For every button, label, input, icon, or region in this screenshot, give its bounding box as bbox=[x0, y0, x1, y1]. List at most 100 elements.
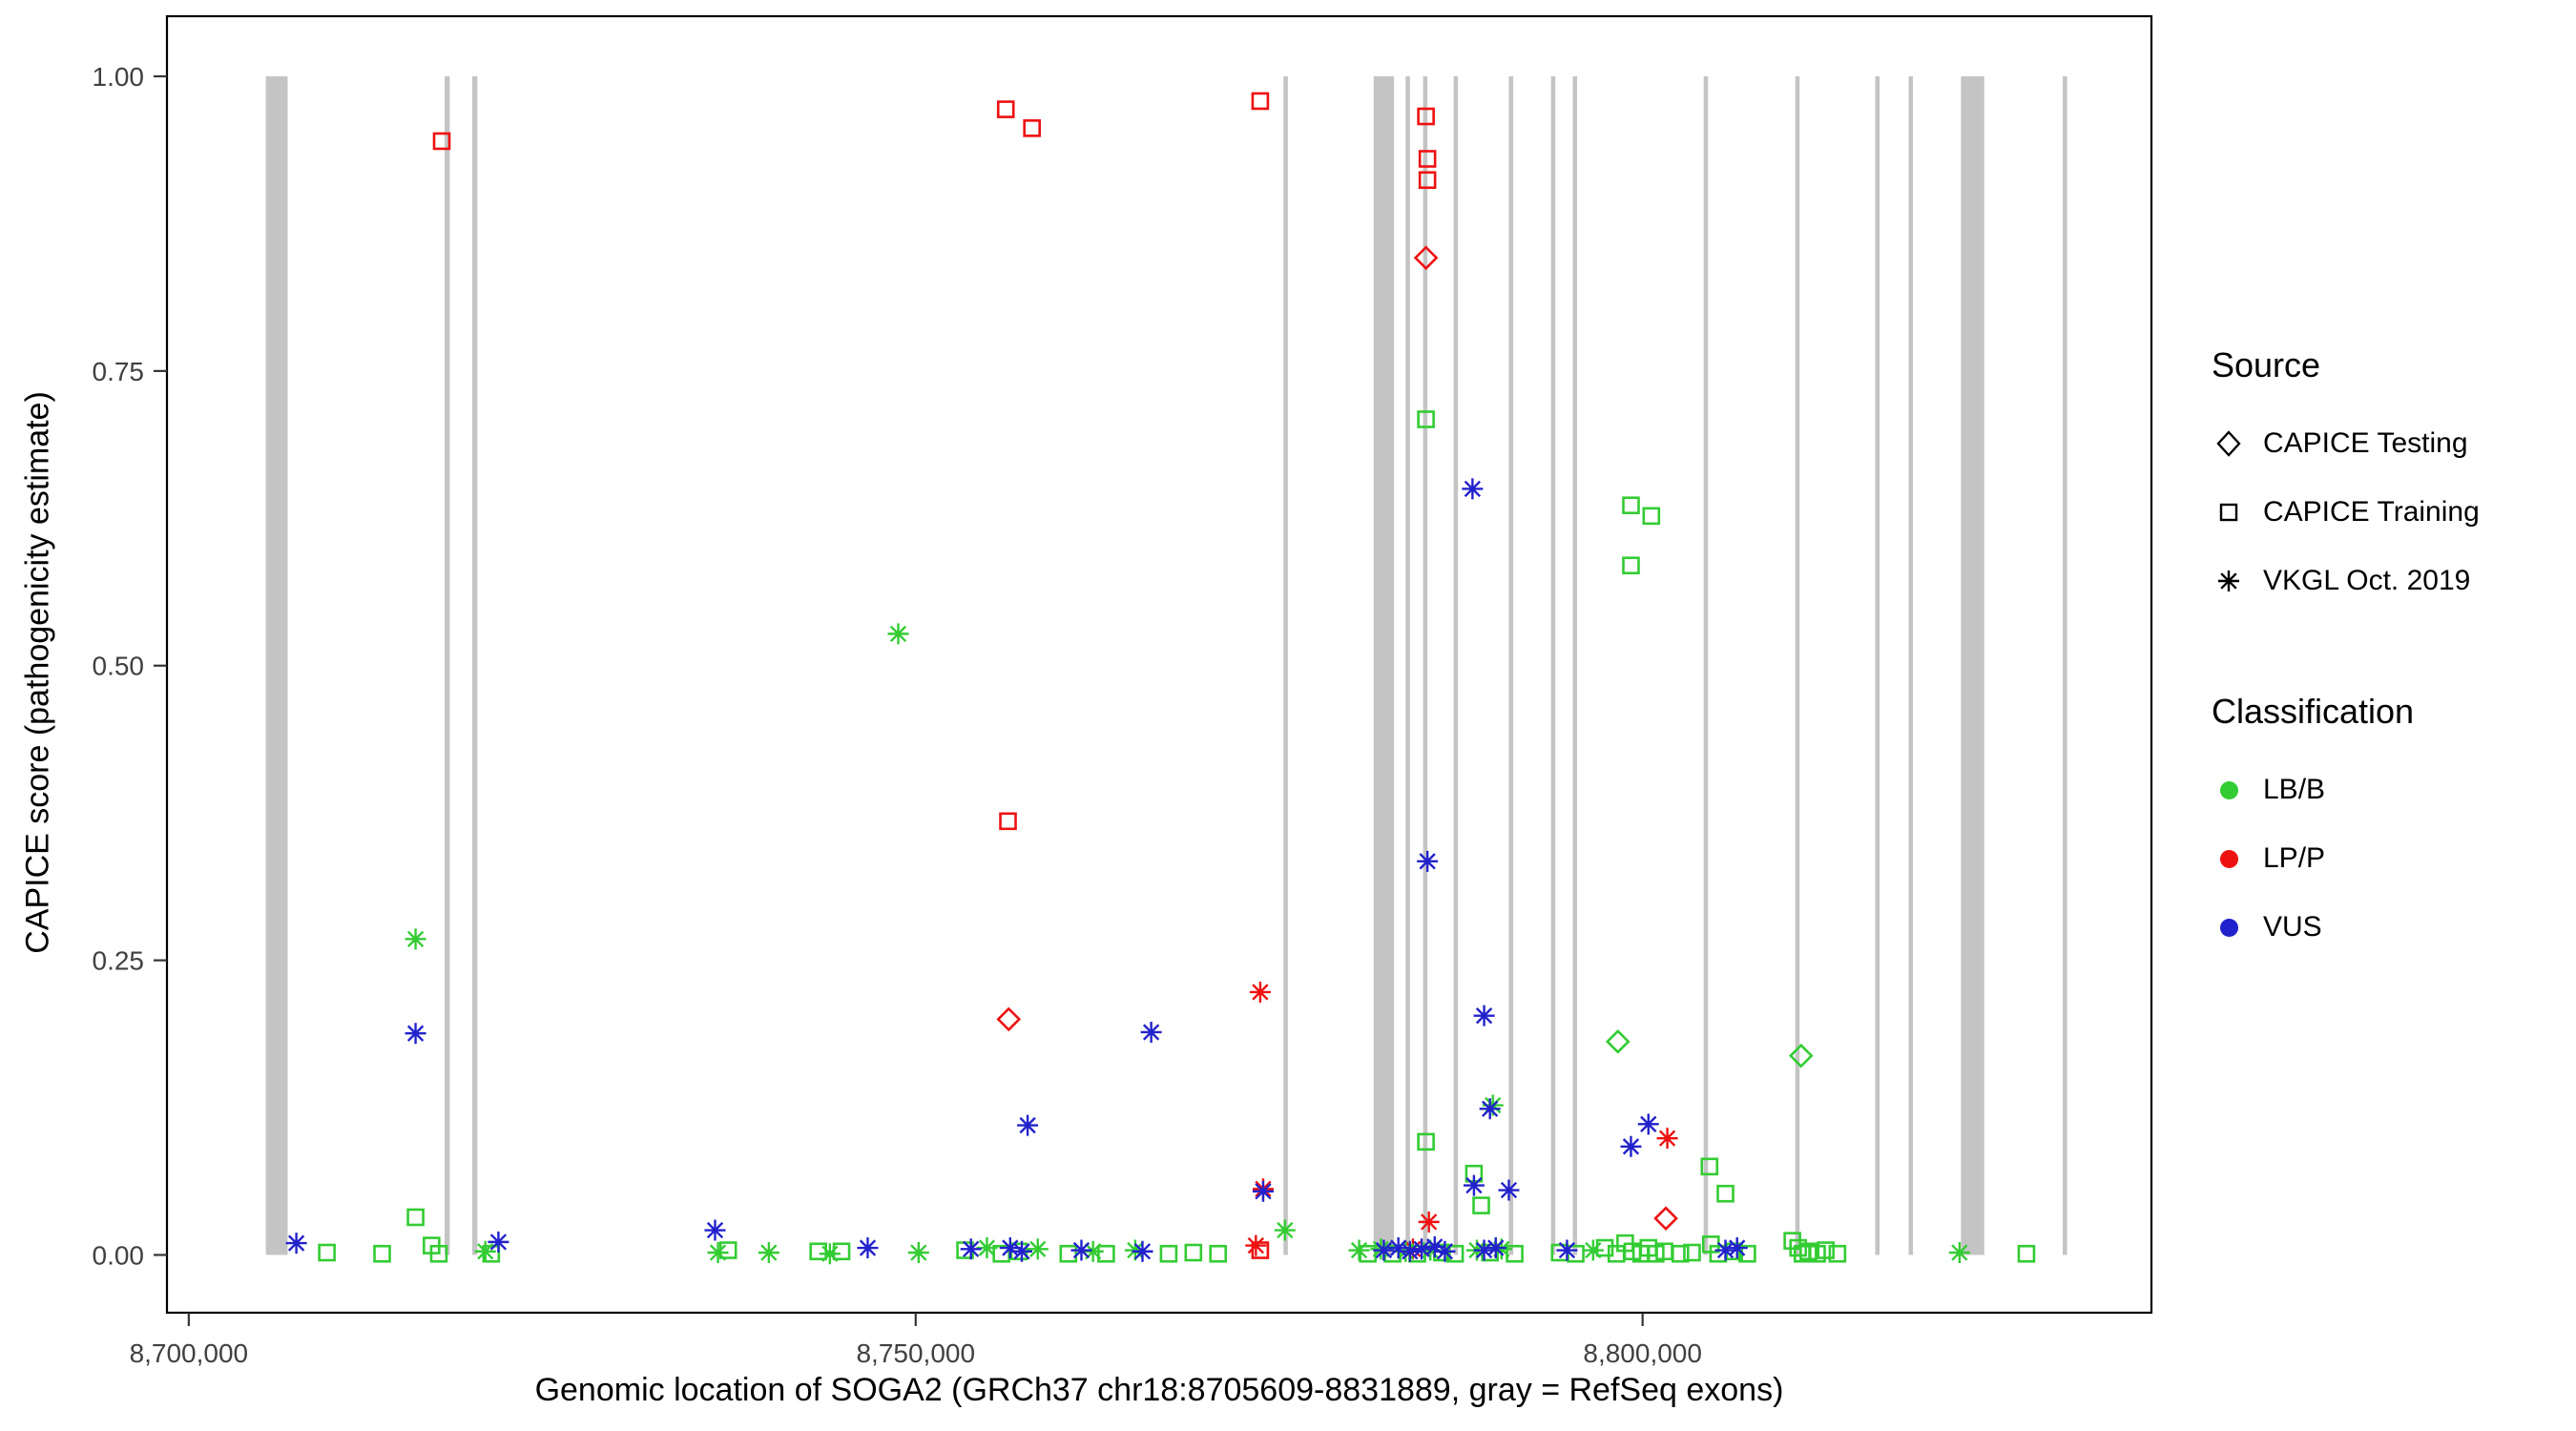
data-point bbox=[809, 1242, 827, 1261]
legend-item-vus: VUS bbox=[2212, 893, 2480, 962]
asterisk-icon bbox=[2218, 570, 2239, 591]
square-icon bbox=[2219, 503, 2238, 522]
data-point bbox=[1434, 1240, 1456, 1262]
data-point bbox=[406, 1208, 425, 1227]
data-point bbox=[1274, 1219, 1296, 1241]
legend-classification-title: Classification bbox=[2212, 692, 2415, 731]
x-tick-label: 8,700,000 bbox=[130, 1338, 249, 1368]
data-point bbox=[1948, 1241, 1970, 1263]
refseq-exon-bar bbox=[1423, 76, 1428, 1255]
refseq-exon-bar bbox=[1961, 76, 1984, 1255]
data-point bbox=[1622, 556, 1640, 575]
legend-item-capice-testing: CAPICE Testing bbox=[2212, 409, 2480, 478]
legend-group-classification: Classification LB/B LP/P VUS bbox=[2212, 692, 2480, 962]
data-point bbox=[1700, 1157, 1719, 1176]
data-point bbox=[907, 1241, 929, 1263]
data-point bbox=[1656, 1128, 1678, 1150]
data-point bbox=[1418, 171, 1437, 190]
data-point bbox=[887, 623, 909, 645]
data-point bbox=[1462, 478, 1484, 500]
data-point bbox=[1490, 1238, 1512, 1260]
data-point bbox=[976, 1237, 998, 1259]
legend-source-title: Source bbox=[2212, 345, 2321, 384]
data-point bbox=[285, 1233, 307, 1255]
data-point bbox=[1373, 1239, 1395, 1261]
data-point bbox=[1417, 850, 1439, 872]
data-point bbox=[1245, 1234, 1267, 1256]
data-point bbox=[1671, 1244, 1690, 1263]
data-point bbox=[1370, 1238, 1392, 1260]
data-point bbox=[996, 100, 1015, 118]
data-point bbox=[432, 132, 451, 151]
vus-color-dot-wrap bbox=[2212, 910, 2246, 944]
data-point bbox=[1411, 1238, 1433, 1260]
data-point bbox=[999, 1237, 1021, 1259]
data-point bbox=[318, 1243, 336, 1262]
legend-item-label: CAPICE Training bbox=[2263, 496, 2480, 528]
panel-border bbox=[165, 14, 2153, 1315]
lbb-color-dot-wrap bbox=[2212, 773, 2246, 807]
data-point bbox=[1582, 1239, 1604, 1261]
data-point bbox=[1622, 496, 1640, 515]
legend-item-lbb: LB/B bbox=[2212, 756, 2480, 824]
x-axis-title: Genomic location of SOGA2 (GRCh37 chr18:… bbox=[534, 1372, 1784, 1408]
y-tick-label: 0.25 bbox=[93, 946, 145, 976]
y-tick-label: 0.00 bbox=[93, 1240, 145, 1270]
y-axis-title: CAPICE score (pathogenicity estimate) bbox=[19, 391, 56, 954]
legend-item-label: LB/B bbox=[2263, 774, 2326, 805]
refseq-exon-bar bbox=[445, 76, 450, 1255]
data-point bbox=[1209, 1244, 1228, 1263]
refseq-exon-bar bbox=[1283, 76, 1288, 1255]
data-point bbox=[1485, 1237, 1506, 1259]
y-tick-label: 0.50 bbox=[93, 652, 145, 681]
data-point bbox=[1252, 1180, 1274, 1202]
refseq-exon-bar bbox=[1508, 76, 1514, 1255]
data-point bbox=[373, 1244, 391, 1263]
data-point bbox=[1556, 1239, 1578, 1261]
refseq-exon-bar bbox=[1908, 76, 1914, 1255]
data-point bbox=[1642, 507, 1661, 526]
data-point bbox=[1059, 1244, 1078, 1263]
data-point bbox=[1620, 1135, 1642, 1157]
data-point bbox=[1097, 1244, 1115, 1263]
data-point bbox=[405, 1023, 426, 1045]
data-point bbox=[1413, 245, 1439, 271]
data-point bbox=[1653, 1206, 1678, 1231]
refseq-exon-bar bbox=[265, 76, 288, 1255]
lpp-color-dot bbox=[2219, 849, 2238, 868]
data-point bbox=[999, 812, 1017, 831]
refseq-exon-bar bbox=[1703, 76, 1709, 1255]
data-point bbox=[1418, 1211, 1440, 1233]
data-point bbox=[474, 1240, 496, 1262]
refseq-exon-bar bbox=[472, 76, 478, 1255]
data-point bbox=[1817, 1241, 1835, 1259]
data-point bbox=[488, 1231, 509, 1253]
data-point bbox=[2017, 1244, 2036, 1263]
data-point bbox=[1387, 1237, 1409, 1259]
data-point bbox=[1506, 1244, 1524, 1263]
refseq-exon-bar bbox=[1453, 76, 1459, 1255]
data-point bbox=[718, 1241, 737, 1259]
data-point bbox=[1473, 1005, 1495, 1027]
refseq-exon-bar bbox=[1405, 76, 1410, 1255]
legend-item-label: LP/P bbox=[2263, 842, 2326, 874]
legend-item-label: VUS bbox=[2263, 911, 2322, 943]
data-point bbox=[1463, 1174, 1485, 1196]
data-point bbox=[1472, 1196, 1490, 1214]
data-point bbox=[1726, 1237, 1748, 1259]
legend-item-lpp: LP/P bbox=[2212, 824, 2480, 893]
legend-group-source: Source CAPICE Testing CAPICE Training VK… bbox=[2212, 345, 2480, 615]
data-point bbox=[1159, 1244, 1178, 1263]
data-point bbox=[1417, 107, 1435, 126]
data-point bbox=[1789, 1238, 1808, 1257]
y-tick-label: 1.00 bbox=[93, 62, 145, 92]
data-point bbox=[1498, 1179, 1520, 1201]
legend-item-vkgl: VKGL Oct. 2019 bbox=[2212, 547, 2480, 615]
data-point bbox=[1399, 1240, 1421, 1262]
data-point bbox=[1249, 981, 1271, 1003]
data-point bbox=[1788, 1043, 1814, 1068]
data-point bbox=[429, 1244, 448, 1263]
data-point bbox=[405, 928, 426, 950]
legend-item-label: VKGL Oct. 2019 bbox=[2263, 565, 2471, 596]
